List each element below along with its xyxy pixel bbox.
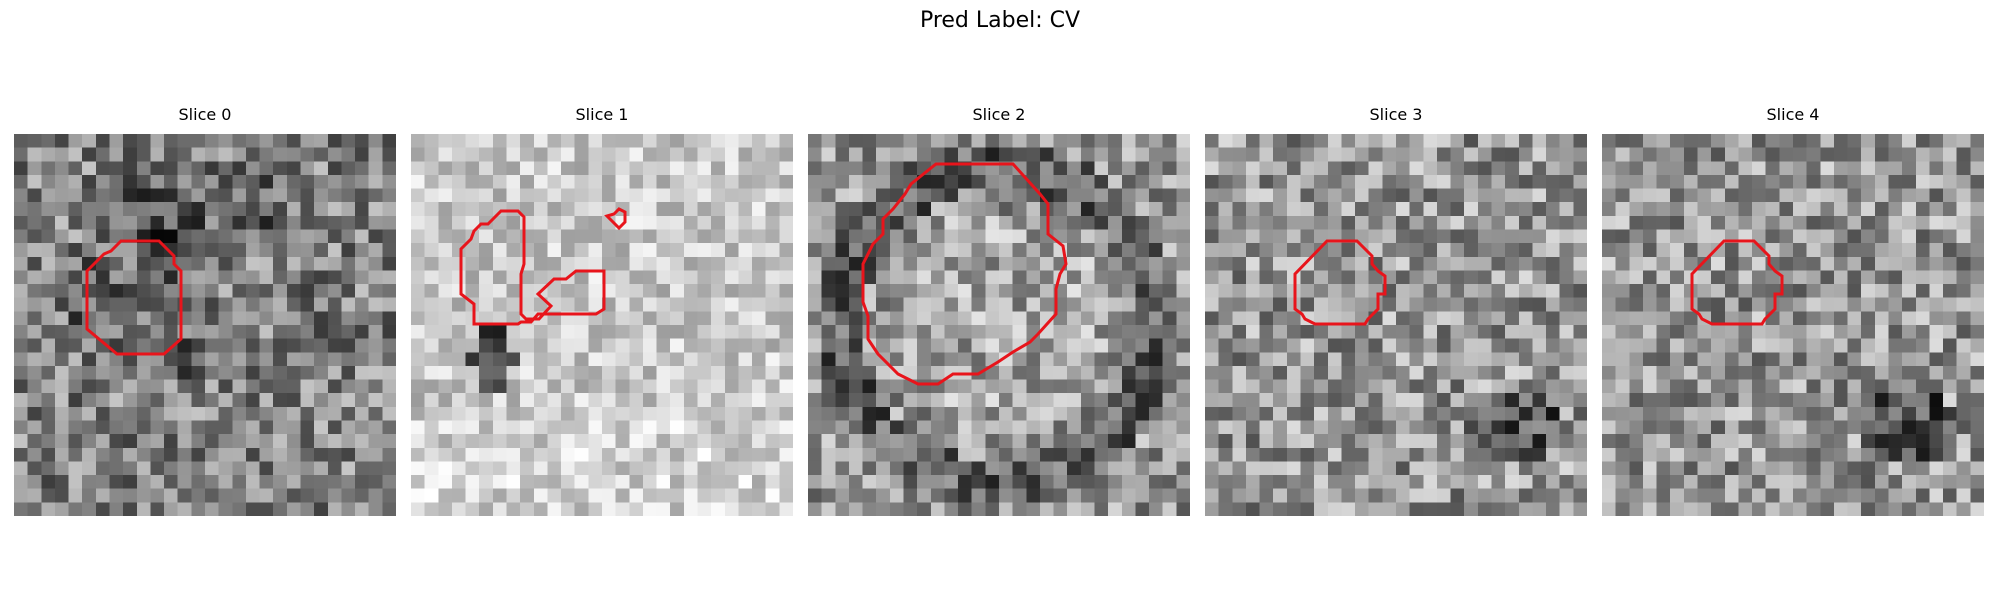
contour-outline — [861, 162, 1068, 386]
slice-image-pixels — [1602, 134, 1984, 516]
slice-image-pixels — [808, 134, 1190, 516]
segmentation-contour — [861, 162, 1068, 386]
slice-title: Slice 1 — [575, 105, 629, 124]
contour-outline — [1293, 239, 1387, 326]
contour-outline — [1690, 239, 1784, 326]
slice-image — [1205, 134, 1587, 516]
slice-image — [808, 134, 1190, 516]
segmentation-contour — [1293, 239, 1387, 326]
slice-panel-1: Slice 1 — [411, 104, 793, 516]
slice-panel-0: Slice 0 — [14, 104, 396, 516]
slice-image — [14, 134, 396, 516]
slice-panel-4: Slice 4 — [1602, 104, 1984, 516]
segmentation-contour — [85, 239, 183, 356]
figure-title: Pred Label: CV — [919, 8, 1081, 33]
segmentation-contour — [459, 207, 627, 326]
slice-image — [411, 134, 793, 516]
slice-image-pixels — [1205, 134, 1587, 516]
slice-title: Slice 4 — [1766, 105, 1820, 124]
slice-title: Slice 3 — [1369, 105, 1423, 124]
slice-panel-2: Slice 2 — [808, 104, 1190, 516]
slice-title: Slice 2 — [972, 105, 1026, 124]
slice-title: Slice 0 — [178, 105, 232, 124]
contour-outline — [85, 239, 183, 356]
segmentation-contour — [1690, 239, 1784, 326]
slice-image-pixels — [14, 134, 396, 516]
contour-outline — [459, 207, 627, 326]
slice-image — [1602, 134, 1984, 516]
slice-panel-3: Slice 3 — [1205, 104, 1587, 516]
